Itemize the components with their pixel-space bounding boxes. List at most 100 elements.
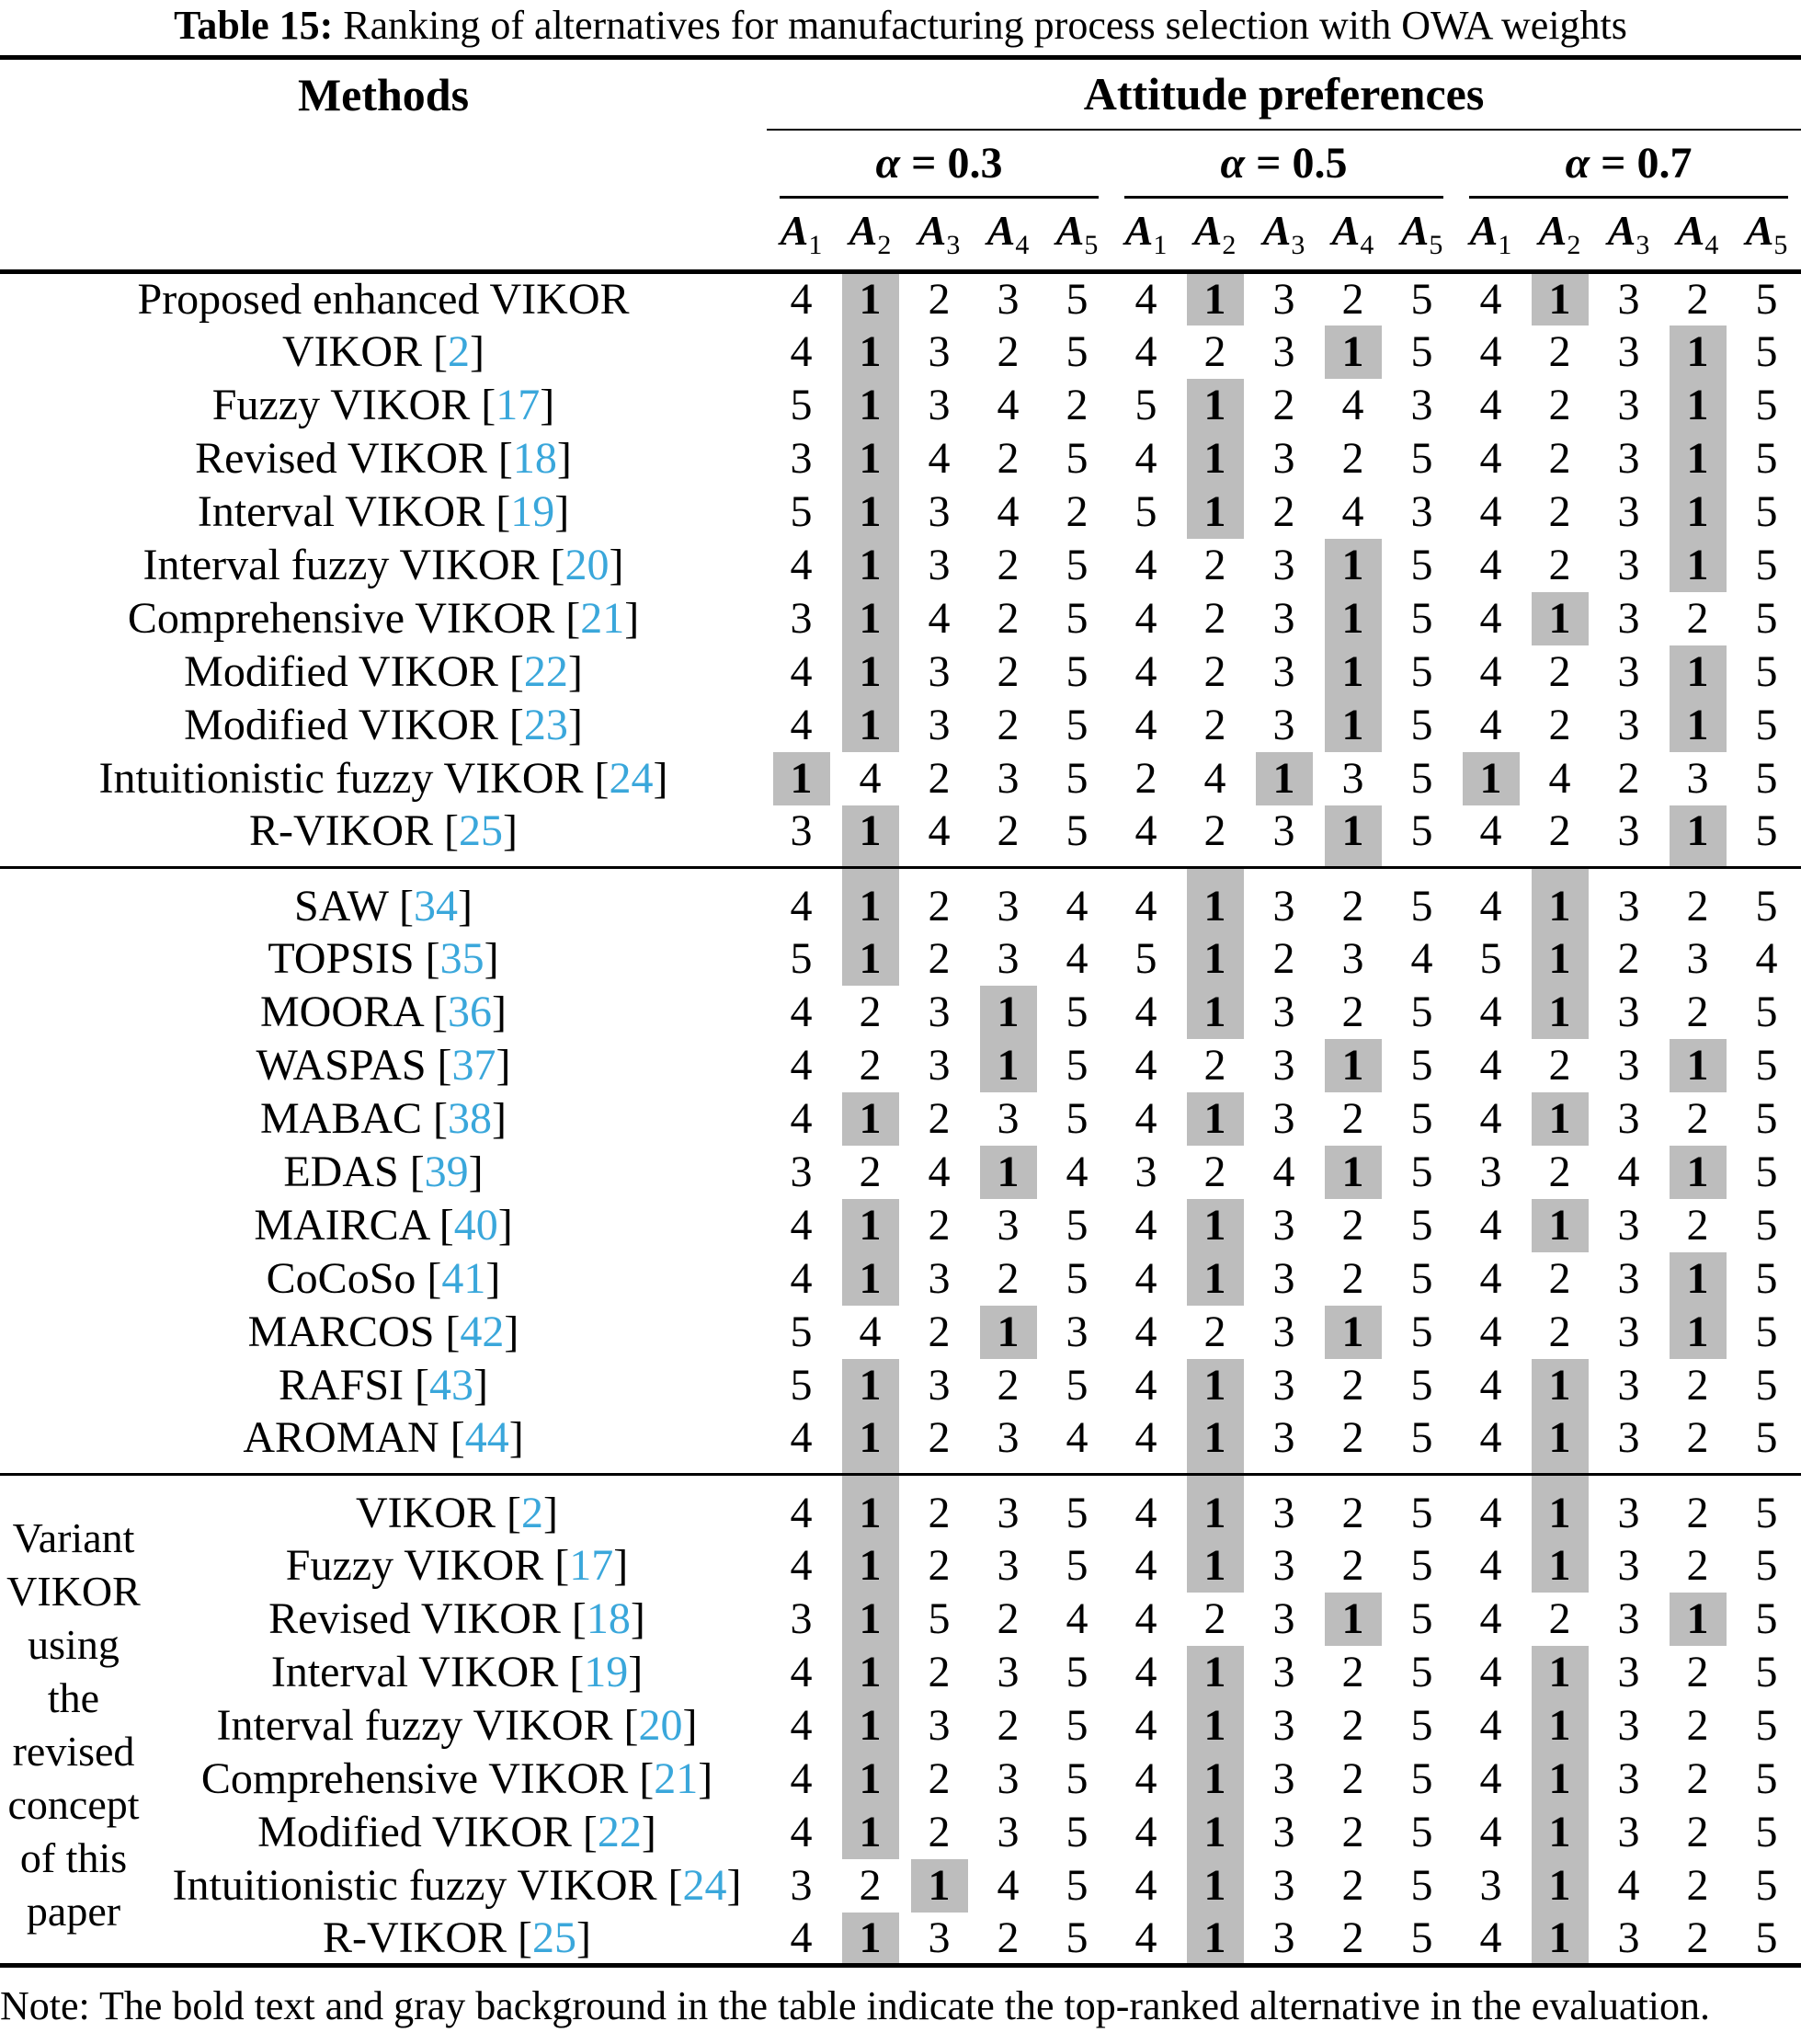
citation-link[interactable]: [43]	[404, 1361, 489, 1410]
rank-cell: 4	[1479, 487, 1502, 536]
citation-link[interactable]: [18]	[486, 434, 572, 483]
rank-cell: 3	[997, 1413, 1020, 1463]
rank-cell: 3	[997, 1648, 1020, 1696]
rank-cell: 5	[1066, 1361, 1089, 1410]
rank-cell: 4	[928, 434, 951, 483]
citation-link[interactable]: [44]	[439, 1413, 524, 1463]
citation-number[interactable]: 37	[451, 1041, 496, 1090]
citation-number[interactable]: 42	[460, 1307, 505, 1356]
citation-link[interactable]: [34]	[388, 881, 473, 931]
citation-number[interactable]: 35	[439, 934, 484, 983]
citation-link[interactable]: [18]	[560, 1594, 645, 1643]
rank-cell: 2	[1686, 1701, 1709, 1750]
citation-number[interactable]: 43	[429, 1361, 474, 1410]
citation-number[interactable]: 22	[597, 1808, 642, 1856]
citation-number[interactable]: 20	[638, 1701, 683, 1750]
citation-number[interactable]: 36	[448, 988, 493, 1036]
rank-cell: 5	[1066, 1254, 1089, 1303]
citation-number[interactable]: 22	[523, 647, 568, 696]
rank-cell: 5	[1066, 1041, 1089, 1090]
citation-link[interactable]: [25]	[433, 806, 518, 856]
citation-number[interactable]: 20	[564, 541, 610, 589]
citation-link[interactable]: [20]	[612, 1701, 698, 1750]
citation-number[interactable]: 18	[586, 1594, 631, 1643]
citation-number[interactable]: 18	[512, 434, 557, 483]
citation-link[interactable]: [24]	[656, 1861, 742, 1910]
rank-cell: 5	[1410, 275, 1433, 325]
rank-cell: 4	[1134, 434, 1157, 483]
citation-number[interactable]: 24	[609, 754, 654, 803]
citation-link[interactable]: [2]	[496, 1488, 558, 1537]
citation-number[interactable]: 17	[569, 1541, 614, 1590]
rank-cell: 2	[1272, 381, 1295, 429]
rank-cell: 2	[1341, 1413, 1364, 1463]
citation-number[interactable]: 21	[654, 1754, 699, 1803]
rank-cell-top: 1	[1525, 1358, 1595, 1412]
citation-link[interactable]: [41]	[416, 1254, 501, 1303]
citation-number[interactable]: 2	[521, 1488, 543, 1537]
citation-link[interactable]: [22]	[497, 647, 583, 696]
citation-link[interactable]: [38]	[422, 1094, 507, 1143]
citation-link[interactable]: [21]	[554, 594, 640, 643]
citation-link[interactable]: [22]	[571, 1808, 656, 1856]
citation-link[interactable]: [17]	[543, 1541, 629, 1590]
rank-cell: 4	[767, 866, 837, 932]
citation-link[interactable]: [25]	[507, 1913, 591, 1962]
rank-cell: 5	[1066, 701, 1089, 749]
citation-link[interactable]: [37]	[426, 1041, 511, 1090]
rank-cell: 3	[1272, 594, 1295, 643]
citation-link[interactable]: [42]	[434, 1307, 519, 1356]
citation-number[interactable]: 19	[584, 1648, 629, 1696]
citation-link[interactable]: [24]	[583, 754, 668, 803]
citation-number[interactable]: 25	[532, 1913, 576, 1962]
citation-link[interactable]: [35]	[414, 934, 499, 983]
citation-link[interactable]: [20]	[539, 541, 624, 589]
citation-number[interactable]: 39	[424, 1148, 469, 1196]
rank-cell: 4	[1134, 1594, 1157, 1643]
rank-cell: 3	[1617, 1754, 1640, 1803]
citation-link[interactable]: [2]	[422, 327, 484, 376]
rank-cell: 2	[1686, 1808, 1709, 1856]
rank-cell: 2	[1203, 1148, 1226, 1196]
citation-number[interactable]: 40	[453, 1201, 498, 1250]
citation-link[interactable]: [21]	[628, 1754, 713, 1803]
rank-cell-top: 1	[1663, 698, 1733, 752]
rank-cell: 2	[1203, 327, 1226, 376]
table-note: Note: The bold text and gray background …	[0, 1983, 1710, 2028]
rank-cell: 2	[997, 647, 1020, 696]
rank-cell: 4	[1134, 1041, 1157, 1090]
side-label-line: Variant	[12, 1514, 135, 1561]
rank-cell: 3	[1617, 1201, 1640, 1250]
rank-cell: 4	[1479, 988, 1502, 1036]
rank-cell: 3	[1617, 647, 1640, 696]
rank-cell-top: 1	[1180, 485, 1250, 539]
citation-link[interactable]: [39]	[398, 1148, 484, 1196]
citation-number[interactable]: 38	[448, 1094, 493, 1143]
method-label: WASPAS [37]	[256, 1041, 511, 1090]
citation-number[interactable]: 23	[523, 701, 568, 749]
citation-link[interactable]: [19]	[558, 1648, 644, 1696]
citation-number[interactable]: 24	[682, 1861, 727, 1910]
citation-number[interactable]: 41	[441, 1254, 486, 1303]
citation-link[interactable]: [40]	[427, 1201, 513, 1250]
citation-link[interactable]: [19]	[484, 487, 570, 536]
rank-cell: 3	[1272, 806, 1295, 856]
citation-number[interactable]: 19	[510, 487, 555, 536]
rank-cell: 3	[1272, 1701, 1295, 1750]
table-row: Intuitionistic fuzzy VIKOR [24] 3 2 1 4 5 4 1 3 2…	[0, 1858, 1801, 1913]
citation-number[interactable]: 2	[448, 327, 470, 376]
rank-cell: 4	[859, 1307, 882, 1356]
rank-cell: 3	[1617, 701, 1640, 749]
rank-cell: 2	[1341, 1754, 1364, 1803]
citation-link[interactable]: [23]	[497, 701, 583, 749]
citation-link[interactable]: [17]	[470, 381, 555, 429]
citation-number[interactable]: 34	[413, 881, 458, 931]
citation-number[interactable]: 21	[580, 594, 625, 643]
rank-cell: 3	[997, 1094, 1020, 1143]
citation-number[interactable]: 44	[464, 1413, 509, 1463]
rank-cell: 4	[1479, 806, 1502, 856]
citation-number[interactable]: 17	[496, 381, 541, 429]
citation-number[interactable]: 25	[459, 806, 503, 856]
citation-link[interactable]: [36]	[422, 988, 507, 1036]
rank-cell-top: 1	[836, 1912, 906, 1966]
